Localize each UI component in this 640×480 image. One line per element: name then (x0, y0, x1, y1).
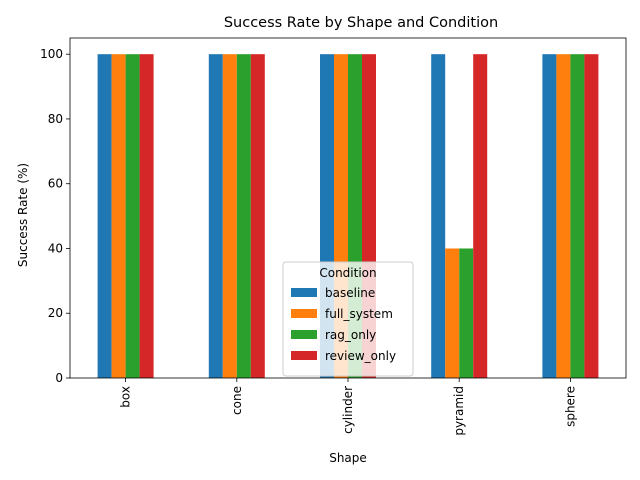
legend-swatch-review_only (291, 351, 317, 360)
bar-pyramid-rag_only (459, 248, 474, 378)
legend-label-full_system: full_system (325, 307, 393, 321)
legend-label-baseline: baseline (325, 286, 375, 300)
bar-box-baseline (97, 54, 112, 378)
y-axis-label: Success Rate (%) (16, 163, 30, 267)
bar-box-review_only (139, 54, 154, 378)
bar-box-full_system (111, 54, 126, 378)
bar-cone-baseline (208, 54, 223, 378)
bar-box-rag_only (125, 54, 140, 378)
x-tick-label: cylinder (341, 386, 355, 434)
ticks-layer: 0 20 40 60 80 100 box cone cylinder pyramid sphere (40, 47, 577, 435)
x-axis-label: Shape (329, 451, 367, 465)
legend-label-rag_only: rag_only (325, 328, 376, 342)
bar-pyramid-review_only (473, 54, 488, 378)
y-tick-label: 0 (55, 371, 63, 385)
bar-cone-full_system (222, 54, 237, 378)
legend-label-review_only: review_only (325, 349, 396, 363)
x-tick-label: box (119, 386, 133, 408)
x-tick-label: sphere (563, 386, 577, 427)
bar-pyramid-full_system (445, 248, 460, 378)
bar-sphere-rag_only (570, 54, 585, 378)
legend-swatch-baseline (291, 288, 317, 297)
bar-sphere-review_only (584, 54, 599, 378)
legend-swatch-full_system (291, 309, 317, 318)
x-tick-label: cone (230, 386, 244, 415)
legend-swatch-rag_only (291, 330, 317, 339)
y-tick-label: 80 (48, 112, 63, 126)
x-tick-label: pyramid (452, 386, 466, 436)
legend-title: Condition (319, 266, 376, 280)
legend: Condition baseline full_system rag_onlyrevi… (282, 261, 414, 377)
y-tick-label: 40 (48, 241, 63, 255)
chart-title: Success Rate by Shape and Condition (224, 15, 498, 31)
bar-sphere-baseline (542, 54, 557, 378)
y-tick-label: 60 (48, 177, 63, 191)
y-tick-label: 20 (48, 306, 63, 320)
bar-cone-rag_only (236, 54, 251, 378)
bar-pyramid-baseline (431, 54, 446, 378)
bar-cone-review_only (250, 54, 265, 378)
bar-sphere-full_system (556, 54, 571, 378)
y-tick-label: 100 (40, 47, 63, 61)
